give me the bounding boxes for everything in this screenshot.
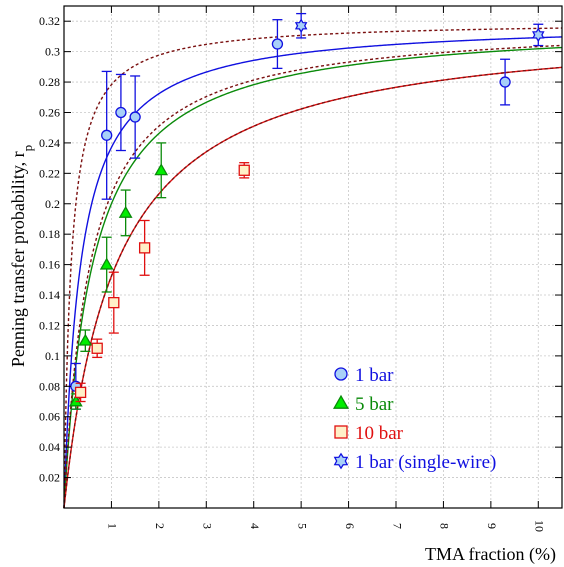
y-tick-label-11: 0.24	[39, 136, 60, 150]
fit-curve-2	[63, 66, 563, 509]
x-tick-label-9: 10	[533, 520, 547, 532]
x-tick-label-4: 5	[295, 523, 309, 529]
legend-label-1: 5 bar	[355, 394, 394, 415]
point-1-2	[99, 257, 114, 270]
fit-curve-5	[63, 66, 563, 509]
x-axis-title: TMA fraction (%)	[425, 544, 556, 565]
y-tick-label-8: 0.18	[39, 227, 60, 241]
legend-label-3: 1 bar (single-wire)	[355, 452, 496, 473]
y-tick-label-12: 0.26	[39, 105, 60, 119]
x-tick-label-8: 9	[485, 523, 499, 529]
y-tick-label-6: 0.14	[39, 288, 60, 302]
series-2	[74, 162, 250, 403]
legend-marker-2	[334, 425, 348, 439]
x-tick-label-5: 6	[343, 523, 357, 529]
y-tick-label-14: 0.3	[45, 45, 60, 59]
y-tick-label-1: 0.04	[39, 440, 60, 454]
y-axis-title-sub: p	[20, 145, 35, 152]
series-3	[294, 12, 545, 47]
x-tick-label-0: 1	[106, 523, 120, 529]
legend-label-2: 10 bar	[355, 423, 404, 444]
fit-curve-1	[63, 46, 563, 509]
legend: 1 bar 5 bar 10 bar 1 bar (single-wire)	[332, 365, 496, 473]
fit-curve-3	[63, 27, 563, 509]
fit-curve-0	[63, 36, 563, 509]
x-tick-label-1: 2	[153, 523, 167, 529]
point-1-3	[118, 205, 133, 218]
point-2-1	[91, 342, 103, 354]
point-2-2	[108, 296, 120, 309]
y-tick-label-4: 0.1	[45, 349, 60, 363]
legend-label-0: 1 bar	[355, 365, 394, 386]
plot-frame	[63, 5, 563, 509]
point-3-0	[294, 18, 308, 34]
fit-curves	[63, 27, 563, 509]
point-2-4	[238, 164, 250, 176]
grid	[64, 6, 562, 508]
y-tick-label-7: 0.16	[39, 258, 60, 272]
point-0-4	[271, 38, 284, 50]
series-0	[70, 19, 511, 410]
y-axis-title-main: Penning transfer probability, r	[8, 151, 28, 367]
x-tick-label-3: 4	[248, 523, 262, 529]
legend-marker-1	[332, 394, 350, 409]
point-1-0	[68, 394, 83, 407]
fit-curve-4	[63, 44, 563, 509]
point-1-1	[78, 333, 93, 346]
point-0-2	[115, 106, 127, 119]
x-tick-label-2: 3	[201, 523, 215, 529]
point-3-1	[532, 27, 545, 43]
point-0-1	[101, 129, 113, 141]
y-tick-label-15: 0.32	[39, 14, 60, 28]
point-0-3	[129, 111, 141, 123]
point-2-0	[74, 386, 87, 399]
y-tick-label-3: 0.08	[39, 379, 60, 393]
y-tick-label-5: 0.12	[39, 318, 60, 332]
data-points	[68, 12, 545, 410]
point-2-3	[138, 242, 151, 254]
point-0-5	[499, 76, 511, 88]
point-1-4	[154, 163, 169, 176]
y-tick-label-2: 0.06	[39, 410, 60, 424]
y-tick-label-9: 0.2	[45, 197, 60, 211]
y-tick-label-10: 0.22	[39, 166, 60, 180]
y-tick-label-13: 0.28	[39, 75, 60, 89]
legend-marker-0	[334, 367, 348, 381]
x-tick-label-7: 8	[438, 523, 452, 529]
legend-marker-3	[333, 452, 349, 470]
y-axis-title: Penning transfer probability, rp	[8, 145, 35, 367]
x-tick-label-6: 7	[390, 523, 404, 529]
axis-ticks: 0.02 0.04 0.06 0.08 0.1 0.12 0.14 0.16 0.18 0.2 0.…	[39, 6, 562, 532]
y-tick-label-0: 0.02	[39, 471, 60, 485]
